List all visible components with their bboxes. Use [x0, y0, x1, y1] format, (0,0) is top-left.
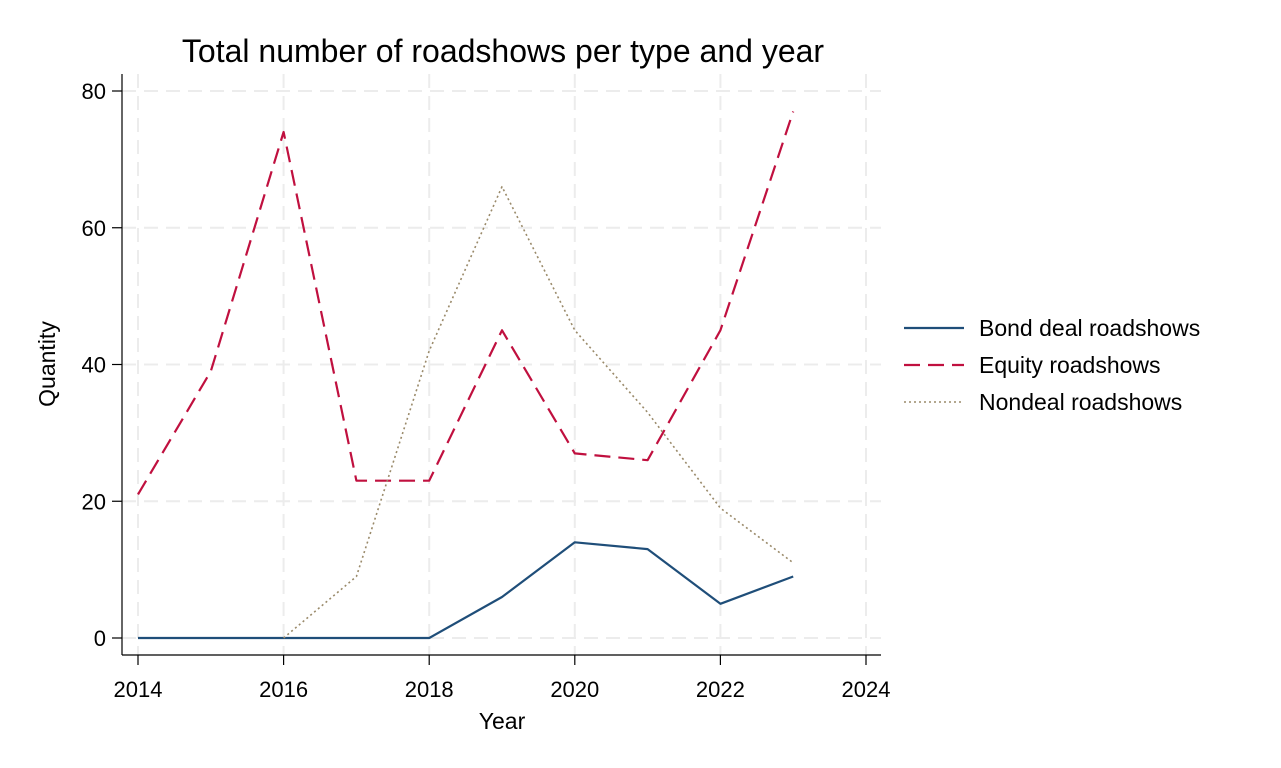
legend-label-0: Bond deal roadshows: [979, 315, 1200, 341]
x-tick-label-2022: 2022: [696, 677, 745, 702]
y-axis-label: Quantity: [34, 321, 60, 407]
x-tick-label-2018: 2018: [405, 677, 454, 702]
x-tick-label-2024: 2024: [842, 677, 891, 702]
legend-label-1: Equity roadshows: [979, 352, 1161, 378]
series-line-bond-deal-roadshows: [138, 541, 794, 640]
x-tick-label-2020: 2020: [550, 677, 599, 702]
x-tick-label-2014: 2014: [114, 677, 163, 702]
y-tick-label-20: 20: [82, 489, 106, 514]
x-axis-label: Year: [479, 708, 526, 734]
legend: Bond deal roadshows Equity roadshows Nonde…: [904, 315, 1200, 415]
grid: [122, 74, 881, 655]
y-tick-label-0: 0: [94, 626, 106, 651]
y-tick-label-60: 60: [82, 216, 106, 241]
series-line-equity-roadshows: [137, 111, 795, 495]
series-group: [137, 111, 795, 640]
x-tick-label-2016: 2016: [259, 677, 308, 702]
y-tick-label-80: 80: [82, 79, 106, 104]
legend-label-2: Nondeal roadshows: [979, 389, 1182, 415]
y-tick-label-40: 40: [82, 353, 106, 378]
axes: 2014 2016 2018 2020 2022 2024 0 20 40 60 80: [82, 74, 891, 702]
chart-title: Total number of roadshows per type and y…: [182, 33, 824, 69]
